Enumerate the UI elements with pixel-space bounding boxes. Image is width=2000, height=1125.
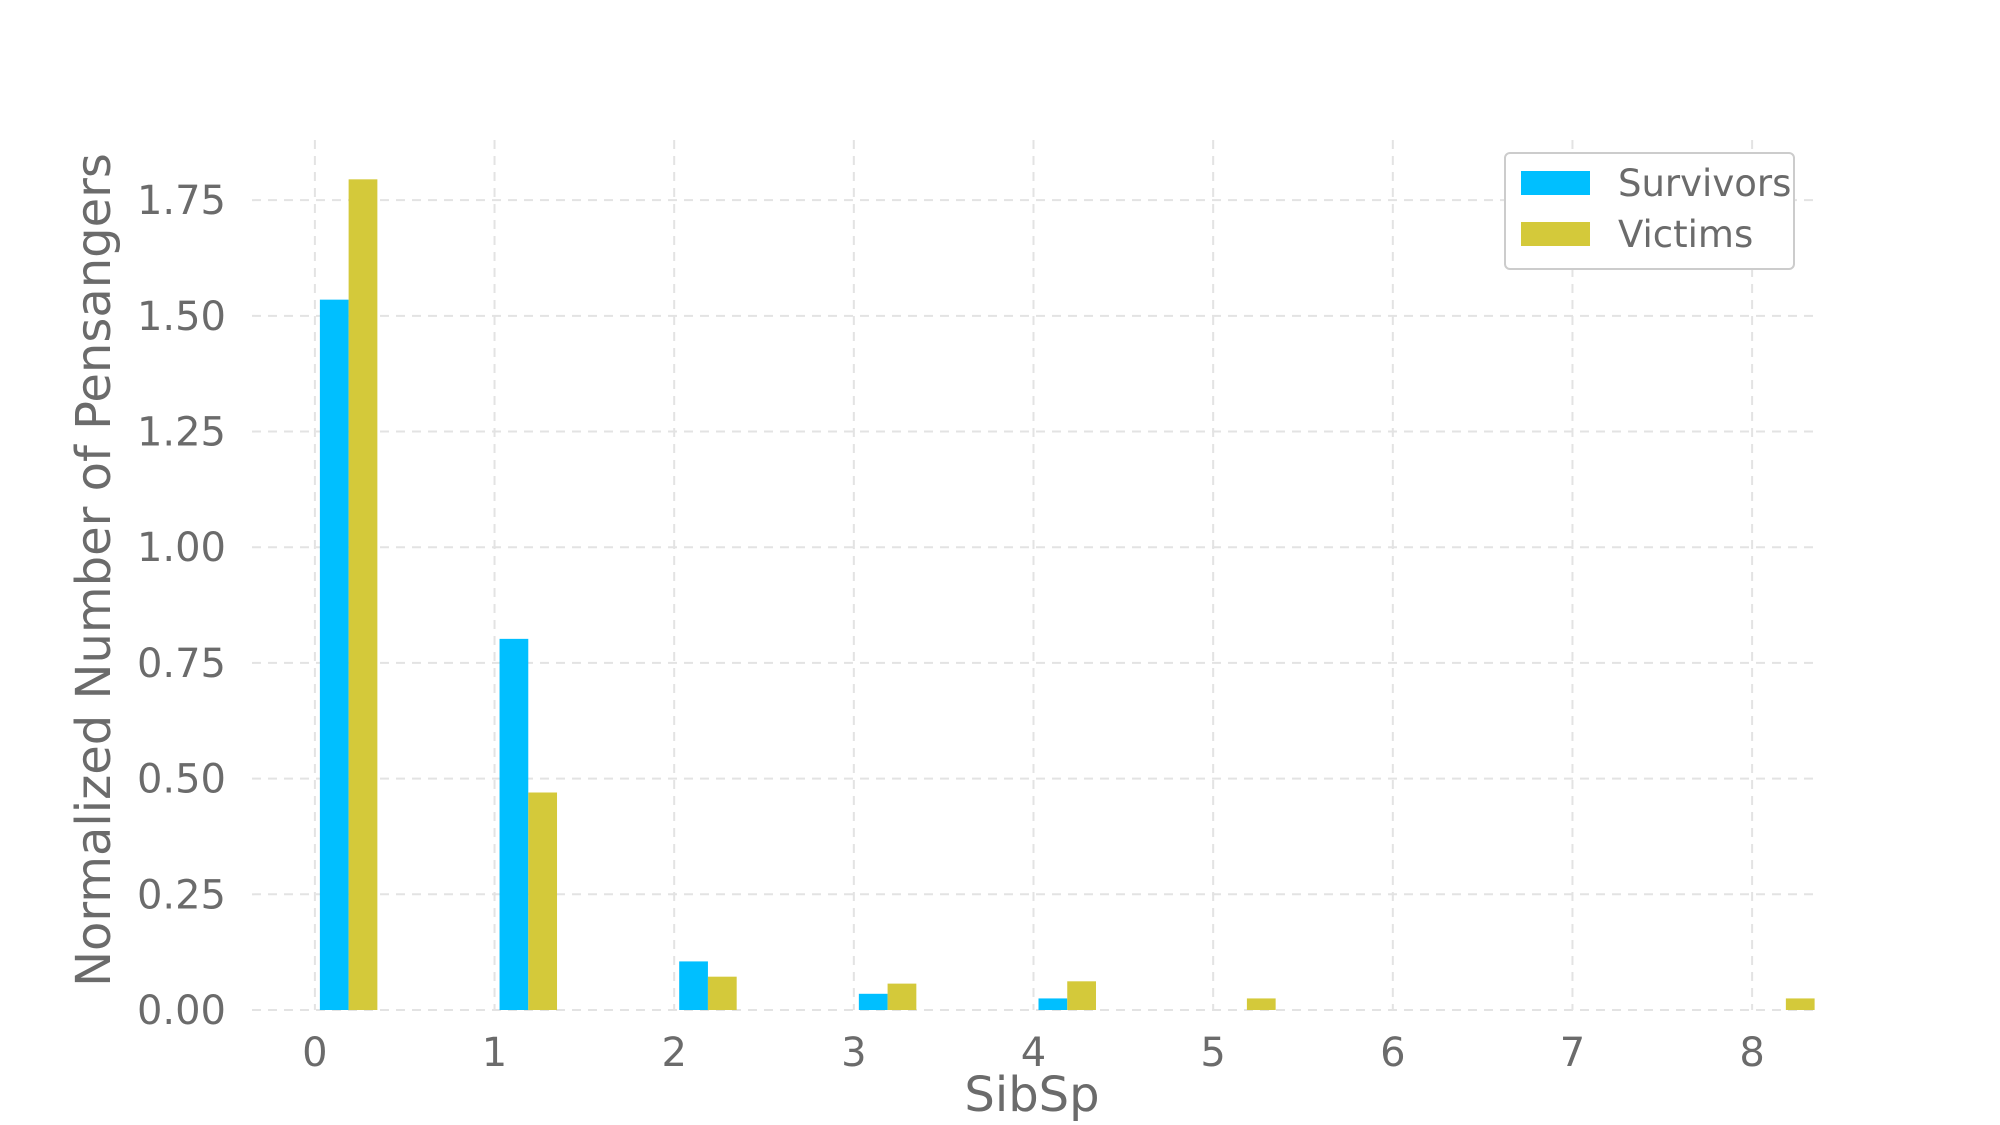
bar-victims-1 xyxy=(528,792,558,1010)
y-tick-label: 0.75 xyxy=(137,641,226,687)
y-tick-label: 0.50 xyxy=(137,757,226,803)
x-tick-label: 0 xyxy=(302,1030,327,1076)
y-tick-label: 1.00 xyxy=(137,525,226,571)
bar-victims-2 xyxy=(707,976,737,1010)
x-tick-label: 7 xyxy=(1560,1030,1585,1076)
y-axis-label: Normalized Number of Pensangers xyxy=(66,153,122,987)
legend-swatch-survivors xyxy=(1521,171,1590,195)
bar-survivors-4 xyxy=(1038,998,1068,1010)
bar-victims-0 xyxy=(348,179,378,1011)
bar-survivors-1 xyxy=(499,638,529,1010)
bar-victims-8 xyxy=(1785,998,1815,1010)
x-axis-label: SibSp xyxy=(964,1067,1099,1123)
x-tick-label: 8 xyxy=(1739,1030,1764,1076)
y-tick-label: 1.50 xyxy=(137,294,226,340)
y-tick-labels: 0.00 0.25 0.50 0.75 1.00 1.25 1.50 1.75 xyxy=(137,178,226,1034)
y-tick-label: 0.00 xyxy=(137,988,226,1034)
y-tick-label: 0.25 xyxy=(137,872,226,918)
y-tick-label: 1.75 xyxy=(137,178,226,224)
grid-lines xyxy=(252,140,1815,1011)
bar-victims-3 xyxy=(887,983,917,1010)
legend: Survivors Victims xyxy=(1504,152,1795,270)
x-tick-label: 2 xyxy=(661,1030,686,1076)
x-tick-label: 6 xyxy=(1380,1030,1405,1076)
bar-survivors-2 xyxy=(679,961,708,1010)
bar-survivors-3 xyxy=(858,993,888,1010)
y-tick-label: 1.25 xyxy=(137,410,226,456)
legend-label-victims: Victims xyxy=(1618,213,1753,256)
x-tick-label: 5 xyxy=(1200,1030,1225,1076)
x-tick-label: 1 xyxy=(482,1030,507,1076)
x-tick-labels: 0 1 2 3 4 5 6 7 8 xyxy=(302,1030,1765,1076)
bar-victims-5 xyxy=(1246,998,1276,1010)
bar-survivors-0 xyxy=(319,299,349,1010)
bar-victims-4 xyxy=(1067,981,1096,1010)
legend-label-survivors: Survivors xyxy=(1618,162,1791,205)
x-tick-label: 4 xyxy=(1021,1030,1046,1076)
x-tick-label: 3 xyxy=(841,1030,866,1076)
legend-swatch-victims xyxy=(1521,222,1590,246)
bars xyxy=(319,179,1815,1011)
